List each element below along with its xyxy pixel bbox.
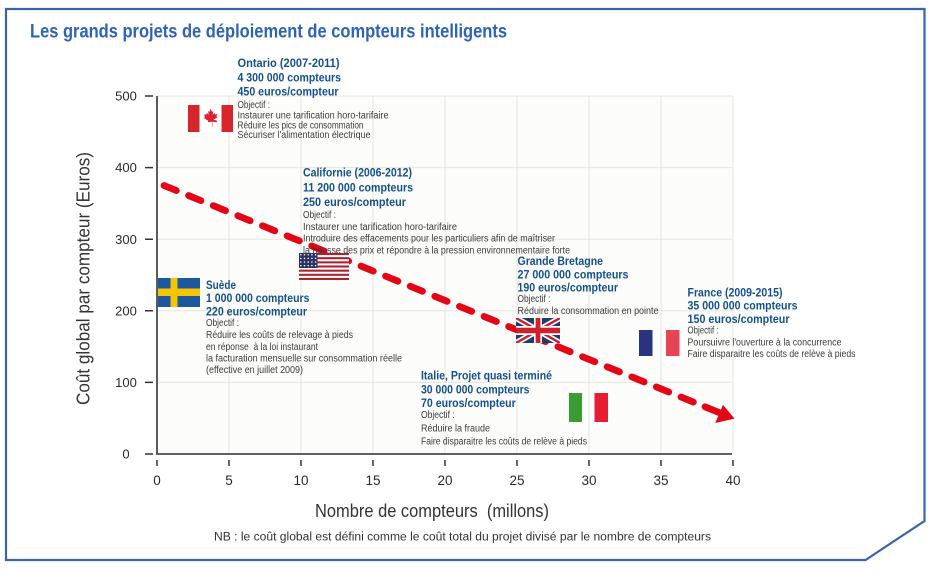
svg-text:Suède: Suède (206, 278, 236, 292)
svg-text:Ontario (2007-2011): Ontario (2007-2011) (238, 56, 340, 70)
svg-text:15: 15 (365, 473, 380, 488)
svg-text:500: 500 (115, 89, 137, 104)
svg-text:Objectif :: Objectif : (206, 318, 239, 329)
svg-text:190 euros/compteur: 190 euros/compteur (518, 280, 619, 294)
svg-text:35: 35 (653, 473, 668, 488)
svg-text:220 euros/compteur: 220 euros/compteur (206, 305, 307, 319)
svg-text:Faire disparaitre les coûts de: Faire disparaitre les coûts de relève à … (421, 437, 587, 448)
svg-text:25: 25 (509, 473, 524, 488)
svg-text:Objectif :: Objectif : (421, 410, 455, 421)
svg-text:Sécuriser l'alimentation élect: Sécuriser l'alimentation électrique (238, 130, 371, 141)
svg-text:4 300 000 compteurs: 4 300 000 compteurs (238, 70, 342, 84)
svg-text:Poursuivre l'ouverture à la co: Poursuivre l'ouverture à la concurrence (688, 337, 842, 348)
svg-text:Californie (2006-2012): Californie (2006-2012) (303, 166, 412, 180)
svg-text:Nombre de compteurs (millons): Nombre de compteurs (millons) (315, 501, 549, 521)
svg-text:450 euros/compteur: 450 euros/compteur (238, 84, 339, 98)
svg-text:Réduire les coûts de relevage: Réduire les coûts de relevage à pieds (206, 330, 353, 341)
svg-text:200: 200 (115, 303, 137, 318)
svg-text:150 euros/compteur: 150 euros/compteur (688, 312, 790, 326)
svg-text:100: 100 (115, 375, 137, 390)
svg-text:5: 5 (225, 473, 233, 488)
svg-text:0: 0 (153, 473, 161, 488)
svg-text:France (2009-2015): France (2009-2015) (688, 285, 783, 299)
svg-text:300: 300 (115, 232, 137, 247)
svg-text:la facturation mensuelle sur c: la facturation mensuelle sur consommatio… (206, 354, 403, 365)
svg-text:70 euros/compteur: 70 euros/compteur (421, 396, 516, 410)
svg-text:10: 10 (293, 473, 308, 488)
svg-text:Instaurer une tarification hor: Instaurer une tarification horo-tarifair… (303, 222, 458, 233)
svg-text:(effective en juillet 2009): (effective en juillet 2009) (206, 365, 303, 376)
svg-text:la hausse des prix et répondre: la hausse des prix et répondre à la pres… (303, 245, 570, 256)
svg-text:Instaurer une tarification hor: Instaurer une tarification horo-tarifair… (238, 111, 389, 122)
svg-text:Les grands projets de déploiem: Les grands projets de déploiement de com… (30, 21, 507, 43)
svg-text:1 000 000 compteurs: 1 000 000 compteurs (206, 291, 310, 305)
svg-text:0: 0 (122, 447, 129, 462)
svg-text:400: 400 (115, 160, 137, 175)
svg-text:Objectif :: Objectif : (238, 100, 271, 111)
svg-text:35 000 000 compteurs: 35 000 000 compteurs (688, 299, 798, 313)
svg-text:Objectif :: Objectif : (518, 294, 551, 305)
svg-text:Objectif :: Objectif : (303, 210, 336, 221)
svg-text:20: 20 (437, 473, 452, 488)
svg-text:Italie, Projet quasi terminé: Italie, Projet quasi terminé (421, 368, 552, 382)
svg-text:250 euros/compteur: 250 euros/compteur (303, 195, 406, 209)
svg-text:Réduire la consommation en poi: Réduire la consommation en pointe (518, 306, 659, 317)
svg-text:11 200 000 compteurs: 11 200 000 compteurs (303, 181, 413, 195)
svg-text:NB : le coût global est défini: NB : le coût global est défini comme le … (214, 532, 711, 544)
svg-text:27 000 000 compteurs: 27 000 000 compteurs (518, 267, 629, 281)
svg-text:en réponse à la loi instauran: en réponse à la loi instaurant (206, 342, 318, 353)
svg-text:Faire disparaitre les coûts de: Faire disparaitre les coûts de relève à … (688, 349, 856, 360)
svg-text:Coût global par compteur (Euro: Coût global par compteur (Euros) (74, 152, 94, 405)
svg-text:Objectif :: Objectif : (688, 325, 719, 336)
svg-text:40: 40 (725, 473, 740, 488)
svg-text:30 000 000 compteurs: 30 000 000 compteurs (421, 383, 530, 397)
svg-text:Réduire les pics de consommati: Réduire les pics de consommation (238, 120, 364, 131)
svg-text:Introduire des effacements pou: Introduire des effacements pour les part… (303, 234, 556, 245)
svg-text:Grande Bretagne: Grande Bretagne (518, 254, 604, 268)
svg-text:Réduire la fraude: Réduire la fraude (421, 423, 491, 434)
svg-text:30: 30 (581, 473, 596, 488)
